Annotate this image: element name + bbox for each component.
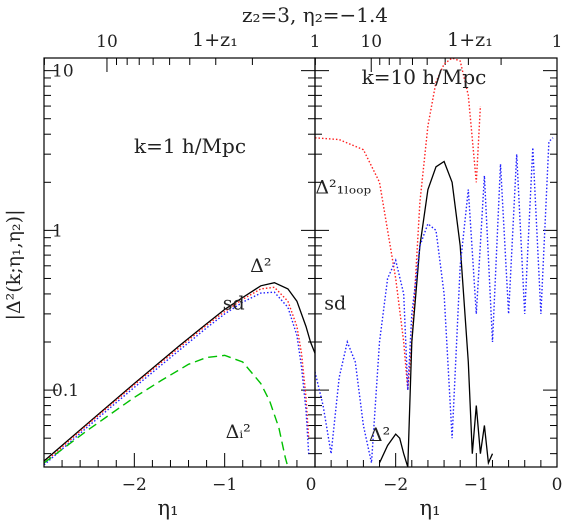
- y-tick-label: 1: [52, 221, 63, 241]
- right-series-total: [378, 160, 494, 467]
- right-curve-label: Δ²: [369, 424, 390, 446]
- y-tick-label: 0.1: [52, 381, 79, 401]
- left-curve-label: sd: [223, 292, 245, 314]
- panel-right-content: −2 −1 0 10 1 Δ²₁ₗₒₒₚ sd Δ²: [314, 32, 563, 495]
- y-tick-label: 10: [52, 62, 74, 82]
- panel-left-x-axis-label: η₁: [158, 496, 179, 520]
- right-curve-label: Δ²₁ₗₒₒₚ: [315, 177, 371, 199]
- left-curve-label: Δᵢ²: [226, 421, 251, 443]
- chart-top-title: z₂=3, η₂=−1.4: [242, 3, 388, 27]
- panel-left-top-axis-label: 1+z₁: [192, 29, 238, 51]
- right-x-tick-label: −1: [464, 475, 489, 495]
- panel-right-frame: [314, 57, 558, 468]
- left-curve-label: Δ²: [250, 255, 271, 277]
- left-x-tick-label: 0: [306, 475, 317, 495]
- left-x-tick-label: −2: [122, 475, 147, 495]
- left-x-tick-label: −1: [212, 475, 237, 495]
- left-series-initial: [44, 354, 289, 467]
- left-top-tick-label: 1: [310, 32, 321, 52]
- right-series-one_loop: [315, 58, 482, 391]
- left-series-sd: [44, 291, 310, 466]
- panel-right-top-axis-label: 1+z₁: [447, 29, 493, 51]
- panel-left-annotation: k=1 h/Mpc: [134, 134, 246, 158]
- right-x-tick-label: 0: [552, 475, 563, 495]
- left-top-tick-label: 10: [96, 32, 118, 52]
- right-series-sd: [315, 137, 554, 464]
- panel-right-annotation: k=10 h/Mpc: [362, 65, 487, 89]
- right-x-tick-label: −2: [383, 475, 408, 495]
- y-axis-label: |Δ²(k;η₁,η₂)|: [3, 210, 25, 321]
- left-series-total: [44, 282, 315, 462]
- left-series-one_loop: [44, 286, 310, 464]
- panel-right-x-axis-label: η₁: [420, 496, 441, 520]
- right-top-tick-label: 10: [360, 32, 382, 52]
- panel-left-frame: [43, 57, 316, 468]
- panel-right: −2 −1 0 10 1 Δ²₁ₗₒₒₚ sd Δ² k=10 h/Mpc 1+z₁ η₁: [314, 29, 563, 520]
- right-top-tick-label: 1: [552, 32, 563, 52]
- right-curve-label: sd: [324, 292, 346, 314]
